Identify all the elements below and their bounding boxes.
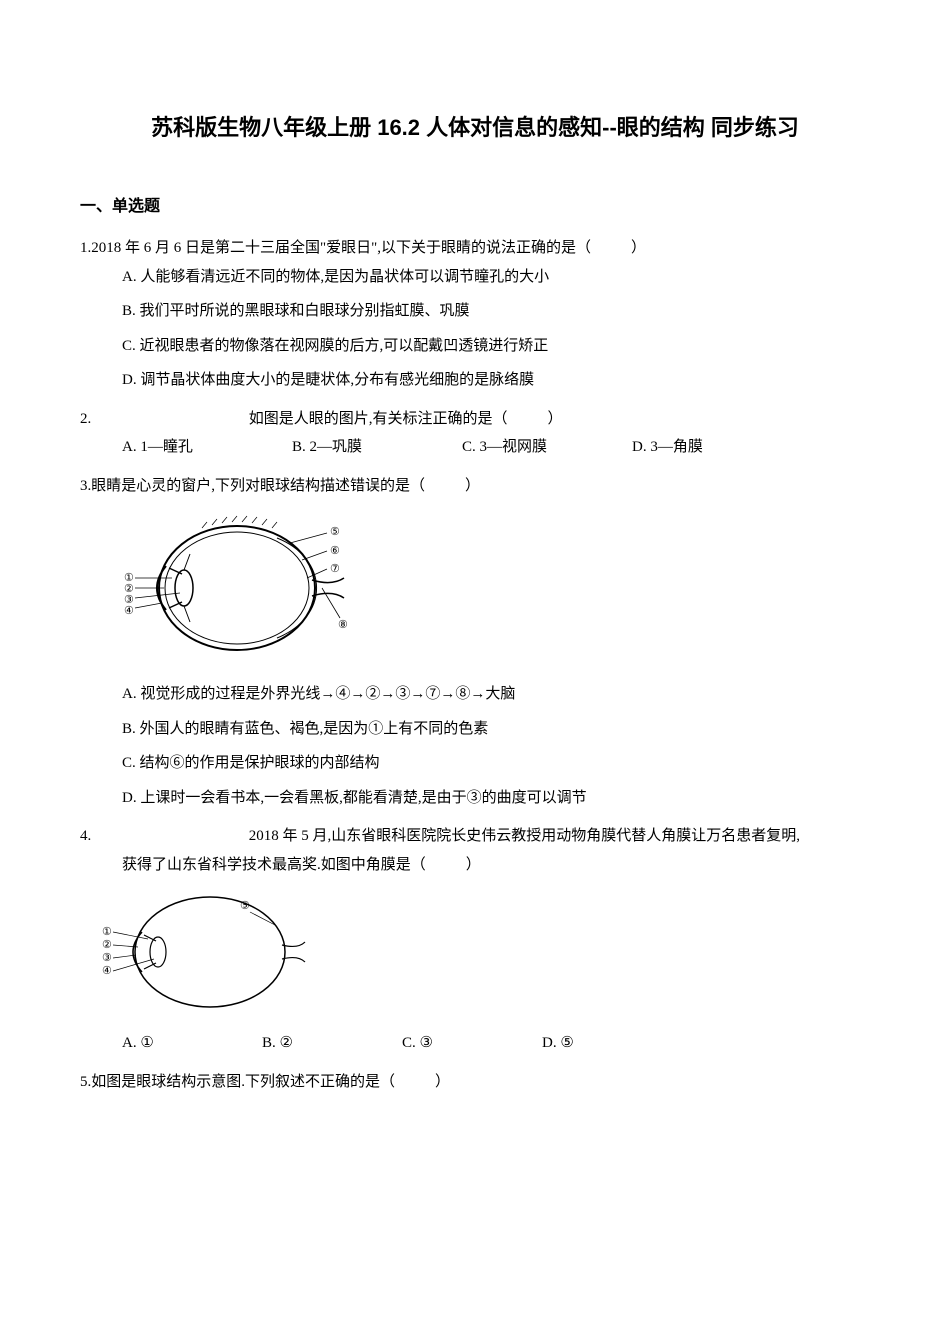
q3-diagram: ① ② ③ ④ ⑤ ⑥ ⑦ ⑧ [122,508,870,668]
svg-text:⑥: ⑥ [330,545,340,557]
q4-stem-line1: 4. 2018 年 5 月,山东省眼科医院院长史伟云教授用动物角膜代替人角膜让万… [80,822,870,851]
q2-opt-a: A. 1—瞳孔 [122,433,292,462]
q4-options: A. ① B. ② C. ③ D. ⑤ [80,1029,870,1058]
q1-stem: 1.2018 年 6 月 6 日是第二十三届全国"爱眼日",以下关于眼睛的说法正… [80,234,870,263]
q2-opt-d: D. 3—角膜 [632,433,802,462]
q1-opt-d: D. 调节晶状体曲度大小的是睫状体,分布有感光细胞的是脉络膜 [122,366,870,395]
q1-opt-b: B. 我们平时所说的黑眼球和白眼球分别指虹膜、巩膜 [122,297,870,326]
q1-opt-c: C. 近视眼患者的物像落在视网膜的后方,可以配戴凹透镜进行矫正 [122,332,870,361]
question-4: 4. 2018 年 5 月,山东省眼科医院院长史伟云教授用动物角膜代替人角膜让万… [80,822,870,1058]
q3-options: A. 视觉形成的过程是外界光线→④→②→③→⑦→⑧→大脑 B. 外国人的眼睛有蓝… [80,680,870,812]
question-2: 2. 如图是人眼的图片,有关标注正确的是（） A. 1—瞳孔 B. 2—巩膜 C… [80,405,870,462]
q3-stem: 3.眼睛是心灵的窗户,下列对眼球结构描述错误的是（） [80,472,870,501]
q3-opt-d: D. 上课时一会看书本,一会看黑板,都能看清楚,是由于③的曲度可以调节 [122,784,870,813]
q4-opt-c: C. ③ [402,1029,542,1058]
svg-text:④: ④ [124,605,134,617]
svg-text:④: ④ [102,965,112,977]
q3-opt-b: B. 外国人的眼睛有蓝色、褐色,是因为①上有不同的色素 [122,715,870,744]
eye-diagram-2-icon: ① ② ③ ④ ⑤ [100,887,310,1017]
question-5: 5.如图是眼球结构示意图.下列叙述不正确的是（） [80,1068,870,1097]
question-1: 1.2018 年 6 月 6 日是第二十三届全国"爱眼日",以下关于眼睛的说法正… [80,234,870,395]
q5-stem: 5.如图是眼球结构示意图.下列叙述不正确的是（） [80,1068,870,1097]
svg-text:⑤: ⑤ [240,900,250,912]
q2-options: A. 1—瞳孔 B. 2—巩膜 C. 3—视网膜 D. 3—角膜 [80,433,870,462]
q1-options: A. 人能够看清远近不同的物体,是因为晶状体可以调节瞳孔的大小 B. 我们平时所… [80,263,870,395]
page-title: 苏科版生物八年级上册 16.2 人体对信息的感知--眼的结构 同步练习 [80,110,870,142]
q4-diagram: ① ② ③ ④ ⑤ [100,887,870,1017]
svg-text:⑦: ⑦ [330,563,340,575]
q4-opt-d: D. ⑤ [542,1029,682,1058]
q3-opt-a: A. 视觉形成的过程是外界光线→④→②→③→⑦→⑧→大脑 [122,680,870,709]
q4-opt-a: A. ① [122,1029,262,1058]
q2-opt-c: C. 3—视网膜 [462,433,632,462]
q1-opt-a: A. 人能够看清远近不同的物体,是因为晶状体可以调节瞳孔的大小 [122,263,870,292]
svg-text:①: ① [102,926,112,938]
q2-stem: 2. 如图是人眼的图片,有关标注正确的是（） [80,405,870,434]
svg-text:⑤: ⑤ [330,526,340,538]
q2-opt-b: B. 2—巩膜 [292,433,462,462]
section-header: 一、单选题 [80,192,870,216]
question-3: 3.眼睛是心灵的窗户,下列对眼球结构描述错误的是（） [80,472,870,813]
q4-stem-line2: 获得了山东省科学技术最高奖.如图中角膜是（） [80,851,870,880]
svg-text:③: ③ [102,952,112,964]
svg-text:⑧: ⑧ [338,619,348,631]
q3-opt-c: C. 结构⑥的作用是保护眼球的内部结构 [122,749,870,778]
eye-diagram-1-icon: ① ② ③ ④ ⑤ ⑥ ⑦ ⑧ [122,508,352,668]
q4-opt-b: B. ② [262,1029,402,1058]
svg-text:②: ② [102,939,112,951]
